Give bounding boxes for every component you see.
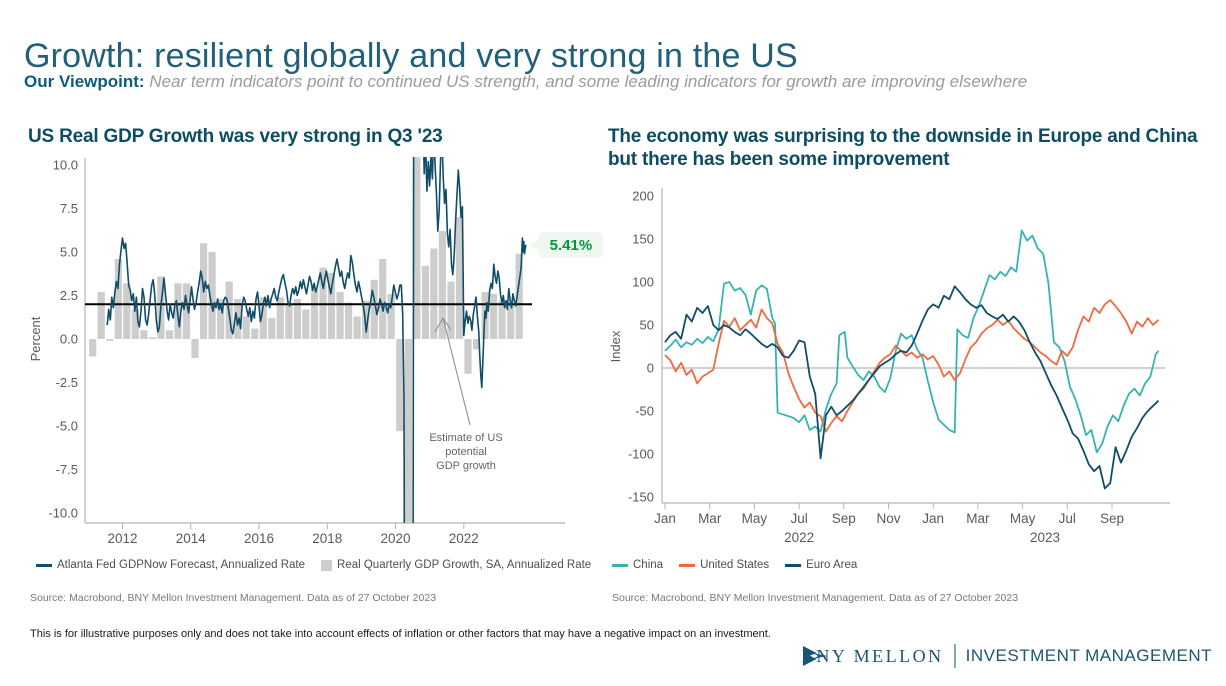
svg-text:Sep: Sep <box>1100 511 1124 526</box>
svg-text:2016: 2016 <box>244 531 274 546</box>
left-chart-plot: 10.0 7.5 5.0 2.5 0.0 -2.5 -5.0 -7.5 -10.0 2012 201… <box>28 157 603 546</box>
viewpoint-text: Near term indicators point to continued … <box>144 72 1028 91</box>
legend-label: Real Quarterly GDP Growth, SA, Annualize… <box>337 559 592 571</box>
disclaimer-text: This is for illustrative purposes only a… <box>30 628 771 640</box>
svg-text:-2.5: -2.5 <box>56 375 78 390</box>
legend-swatch-icon <box>36 563 52 567</box>
svg-text:2014: 2014 <box>176 531 207 546</box>
right-chart-title: The economy was surprising to the downsi… <box>608 126 1198 170</box>
left-chart-source: Source: Macrobond, BNY Mellon Investment… <box>30 592 437 604</box>
logo-divider <box>953 644 956 668</box>
svg-text:Jan: Jan <box>922 511 944 526</box>
legend-swatch-icon <box>679 563 696 567</box>
legend-item: United States <box>679 559 769 571</box>
viewpoint-label: Our Viewpoint: <box>24 72 145 91</box>
svg-text:May: May <box>742 511 768 526</box>
svg-text:5.0: 5.0 <box>60 245 78 260</box>
legend-item: Real Quarterly GDP Growth, SA, Annualize… <box>321 559 591 571</box>
svg-text:2020: 2020 <box>380 531 410 546</box>
svg-text:2022: 2022 <box>784 530 814 545</box>
svg-text:Jan: Jan <box>654 511 676 526</box>
bny-mellon-arrow-icon <box>802 646 828 666</box>
left-chart-title: US Real GDP Growth was very strong in Q3… <box>28 126 443 147</box>
legend-swatch-icon <box>785 563 802 567</box>
svg-text:50: 50 <box>640 318 654 333</box>
svg-text:Jul: Jul <box>790 511 807 526</box>
viewpoint-line: Our Viewpoint: Near term indicators poin… <box>24 72 1027 92</box>
logo-division-text: INVESTMENT MANAGEMENT <box>965 646 1212 665</box>
legend-item: China <box>612 559 663 571</box>
right-chart-legend: China United States Euro Area <box>612 559 857 571</box>
logo-brand-text: BNY MELLON <box>801 645 944 666</box>
svg-text:Sep: Sep <box>832 511 856 526</box>
legend-label: Euro Area <box>806 559 858 571</box>
svg-text:Percent: Percent <box>28 316 43 361</box>
left-chart-legend: Atlanta Fed GDPNow Forecast, Annualized … <box>36 559 591 571</box>
svg-text:2.5: 2.5 <box>60 288 78 303</box>
svg-text:5.41%: 5.41% <box>550 237 593 254</box>
svg-text:200: 200 <box>632 189 654 204</box>
svg-text:-50: -50 <box>635 404 654 419</box>
legend-label: Atlanta Fed GDPNow Forecast, Annualized … <box>57 559 306 571</box>
legend-swatch-icon <box>321 559 333 571</box>
legend-label: China <box>633 559 664 571</box>
svg-text:0: 0 <box>647 361 654 376</box>
svg-text:-150: -150 <box>628 490 654 505</box>
svg-text:Estimate of US: Estimate of US <box>429 432 502 444</box>
svg-text:0.0: 0.0 <box>60 332 78 347</box>
svg-text:2022: 2022 <box>449 531 479 546</box>
bny-mellon-logo: BNY MELLON INVESTMENT MANAGEMENT <box>802 644 1212 668</box>
svg-text:Nov: Nov <box>876 511 900 526</box>
legend-item: Euro Area <box>785 559 857 571</box>
svg-text:Mar: Mar <box>698 511 722 526</box>
svg-text:-10.0: -10.0 <box>48 506 78 521</box>
svg-text:Index: Index <box>608 330 623 362</box>
svg-text:May: May <box>1010 511 1036 526</box>
svg-text:2018: 2018 <box>312 531 342 546</box>
svg-text:100: 100 <box>632 275 654 290</box>
legend-label: United States <box>700 559 770 571</box>
right-chart-source: Source: Macrobond, BNY Mellon Investment… <box>612 592 1019 604</box>
svg-text:2023: 2023 <box>1030 530 1060 545</box>
svg-text:2012: 2012 <box>107 531 137 546</box>
svg-text:Mar: Mar <box>966 511 990 526</box>
svg-text:10.0: 10.0 <box>53 158 78 173</box>
svg-text:-5.0: -5.0 <box>56 419 78 434</box>
svg-text:Jul: Jul <box>1059 511 1076 526</box>
legend-item: Atlanta Fed GDPNow Forecast, Annualized … <box>36 559 305 571</box>
svg-text:potential: potential <box>445 446 487 458</box>
legend-swatch-icon <box>612 563 628 567</box>
svg-text:-7.5: -7.5 <box>56 462 78 477</box>
page-title: Growth: resilient globally and very stro… <box>24 36 798 75</box>
svg-text:7.5: 7.5 <box>60 201 78 216</box>
svg-text:GDP growth: GDP growth <box>436 460 496 472</box>
svg-text:150: 150 <box>632 232 654 247</box>
svg-text:-100: -100 <box>628 447 654 462</box>
